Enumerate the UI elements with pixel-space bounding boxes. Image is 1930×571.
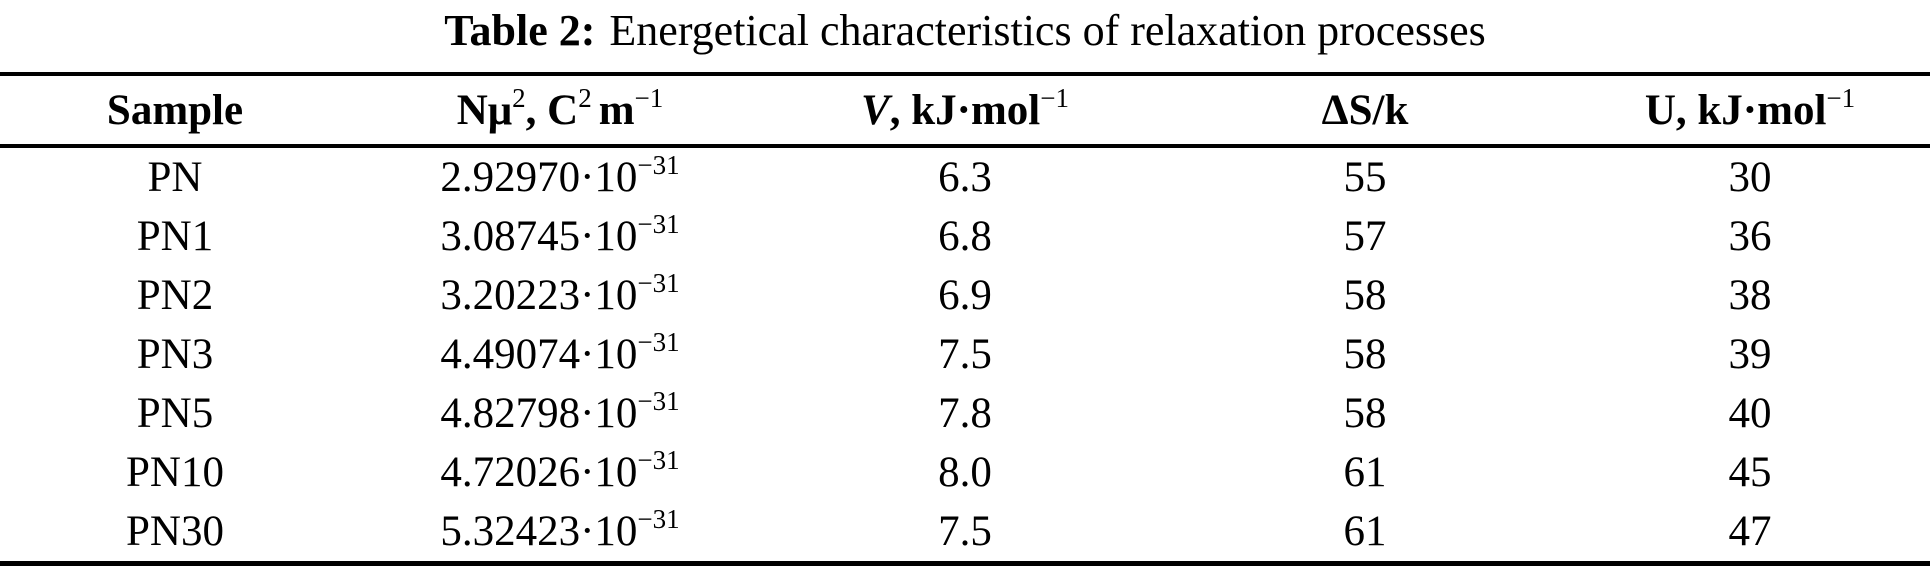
table-row: PN2 3.20223·10−31 6.9 58 38 bbox=[0, 266, 1930, 325]
nmu2-mantissa: 4.82798·10 bbox=[440, 390, 638, 437]
cell-ds: 57 bbox=[1343, 213, 1387, 260]
nmu2-mantissa: 3.08745·10 bbox=[440, 213, 638, 260]
cell-v: 8.0 bbox=[938, 449, 992, 496]
table-caption: Table 2: Energetical characteristics of … bbox=[0, 0, 1930, 72]
v-unit-superscript: −1 bbox=[1040, 82, 1069, 113]
table-row: PN10 4.72026·10−31 8.0 61 45 bbox=[0, 443, 1930, 502]
nmu2-mantissa: 4.72026·10 bbox=[440, 449, 638, 496]
nmu2-base-superscript: 2 bbox=[512, 82, 526, 113]
nmu2-base: Nμ bbox=[456, 86, 513, 134]
cell-v: 6.8 bbox=[938, 213, 992, 260]
cell-ds: 58 bbox=[1343, 331, 1387, 378]
nmu2-unit2: m bbox=[598, 86, 635, 134]
nmu2-mantissa: 3.20223·10 bbox=[440, 272, 638, 319]
nmu2-mantissa: 2.92970·10 bbox=[440, 154, 638, 201]
cell-sample: PN2 bbox=[136, 272, 214, 319]
nmu2-exponent: −31 bbox=[637, 445, 680, 476]
cell-nmu2: 2.92970·10−31 bbox=[350, 146, 770, 207]
cell-sample: PN10 bbox=[126, 449, 224, 496]
u-unit-superscript: −1 bbox=[1826, 82, 1856, 113]
nmu2-unit1-superscript: 2 bbox=[578, 82, 592, 113]
cell-nmu2: 4.82798·10−31 bbox=[350, 384, 770, 443]
cell-ds: 61 bbox=[1343, 449, 1387, 496]
cell-nmu2: 3.08745·10−31 bbox=[350, 207, 770, 266]
table-caption-text: Energetical characteristics of relaxatio… bbox=[609, 5, 1486, 55]
nmu2-mantissa: 4.49074·10 bbox=[440, 331, 638, 378]
nmu2-exponent: −31 bbox=[637, 327, 680, 358]
cell-u: 45 bbox=[1728, 449, 1772, 496]
cell-nmu2: 3.20223·10−31 bbox=[350, 266, 770, 325]
cell-nmu2: 4.72026·10−31 bbox=[350, 443, 770, 502]
cell-u: 47 bbox=[1728, 508, 1772, 555]
table-row: PN5 4.82798·10−31 7.8 58 40 bbox=[0, 384, 1930, 443]
cell-ds: 61 bbox=[1343, 508, 1387, 555]
cell-v: 7.5 bbox=[938, 331, 992, 378]
nmu2-exponent: −31 bbox=[637, 209, 680, 240]
table-row: PN 2.92970·10−31 6.3 55 30 bbox=[0, 146, 1930, 207]
nmu2-exponent: −31 bbox=[637, 504, 680, 535]
cell-u: 38 bbox=[1728, 272, 1772, 319]
cell-ds: 55 bbox=[1343, 154, 1387, 201]
cell-sample: PN bbox=[147, 154, 203, 201]
u-unit: U, kJ·mol bbox=[1644, 86, 1827, 134]
col-header-ds: ΔS/k bbox=[1160, 74, 1570, 148]
cell-v: 6.3 bbox=[938, 154, 992, 201]
nmu2-exponent: −31 bbox=[637, 268, 680, 299]
cell-nmu2: 4.49074·10−31 bbox=[350, 325, 770, 384]
col-header-sample: Sample bbox=[0, 74, 350, 148]
cell-u: 40 bbox=[1728, 390, 1772, 437]
cell-sample: PN1 bbox=[136, 213, 214, 260]
table-row: PN1 3.08745·10−31 6.8 57 36 bbox=[0, 207, 1930, 266]
cell-v: 6.9 bbox=[938, 272, 992, 319]
nmu2-exponent: −31 bbox=[637, 386, 680, 417]
header-row: Sample Nμ2, C2 m−1 V, kJ·mol−1 ΔS/k U, kJ… bbox=[0, 74, 1930, 148]
v-unit: , kJ·mol bbox=[889, 86, 1041, 134]
col-header-u: U, kJ·mol−1 bbox=[1570, 74, 1930, 148]
nmu2-unit2-superscript: −1 bbox=[634, 82, 664, 113]
cell-ds: 58 bbox=[1343, 390, 1387, 437]
cell-ds: 58 bbox=[1343, 272, 1387, 319]
cell-v: 7.5 bbox=[938, 508, 992, 555]
table-caption-label: Table 2: bbox=[444, 5, 596, 55]
cell-u: 30 bbox=[1728, 154, 1772, 201]
v-symbol: V bbox=[861, 86, 890, 134]
cell-sample: PN3 bbox=[136, 331, 214, 378]
cell-sample: PN30 bbox=[126, 508, 224, 555]
nmu2-exponent: −31 bbox=[637, 150, 680, 181]
cell-nmu2: 5.32423·10−31 bbox=[350, 502, 770, 564]
col-header-v: V, kJ·mol−1 bbox=[770, 74, 1160, 148]
cell-v: 7.8 bbox=[938, 390, 992, 437]
cell-u: 39 bbox=[1728, 331, 1772, 378]
cell-sample: PN5 bbox=[136, 390, 214, 437]
nmu2-mantissa: 5.32423·10 bbox=[440, 508, 638, 555]
nmu2-unit1: , C bbox=[525, 86, 579, 134]
table-row: PN30 5.32423·10−31 7.5 61 47 bbox=[0, 502, 1930, 564]
col-header-nmu2: Nμ2, C2 m−1 bbox=[350, 74, 770, 148]
table-row: PN3 4.49074·10−31 7.5 58 39 bbox=[0, 325, 1930, 384]
cell-u: 36 bbox=[1728, 213, 1772, 260]
data-table: Sample Nμ2, C2 m−1 V, kJ·mol−1 ΔS/k U, kJ… bbox=[0, 72, 1930, 566]
